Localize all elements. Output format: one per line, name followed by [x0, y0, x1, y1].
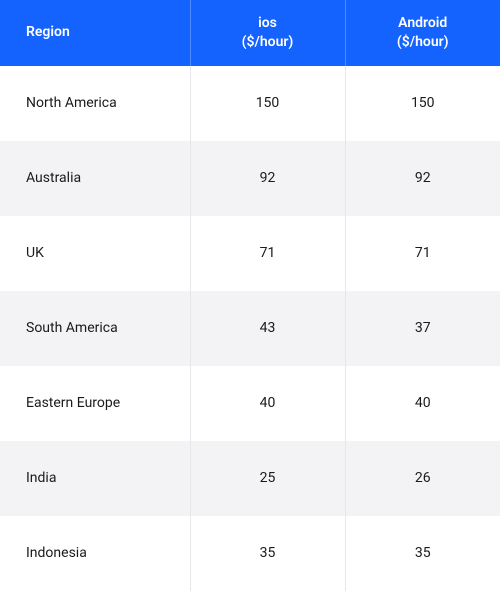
cell-ios: 35	[190, 516, 345, 591]
cell-android: 35	[345, 516, 500, 591]
cell-region: UK	[0, 216, 190, 291]
cell-ios: 71	[190, 216, 345, 291]
table-body: North America150150Australia9292UK7171So…	[0, 66, 500, 591]
cell-android: 37	[345, 291, 500, 366]
cell-region: Australia	[0, 141, 190, 216]
cell-region: South America	[0, 291, 190, 366]
cell-ios: 43	[190, 291, 345, 366]
cell-android: 150	[345, 66, 500, 141]
table-row: Australia9292	[0, 141, 500, 216]
table-row: India2526	[0, 441, 500, 516]
cell-region: India	[0, 441, 190, 516]
table-row: Indonesia3535	[0, 516, 500, 591]
col-header-android: Android($/hour)	[345, 0, 500, 66]
cell-region: Indonesia	[0, 516, 190, 591]
cell-ios: 25	[190, 441, 345, 516]
table-row: North America150150	[0, 66, 500, 141]
cell-region: North America	[0, 66, 190, 141]
table-header-row: Region ios($/hour) Android($/hour)	[0, 0, 500, 66]
cell-android: 40	[345, 366, 500, 441]
table-row: Eastern Europe4040	[0, 366, 500, 441]
cell-region: Eastern Europe	[0, 366, 190, 441]
cell-android: 92	[345, 141, 500, 216]
table-row: UK7171	[0, 216, 500, 291]
cell-android: 71	[345, 216, 500, 291]
cell-ios: 92	[190, 141, 345, 216]
col-header-region: Region	[0, 0, 190, 66]
cell-ios: 40	[190, 366, 345, 441]
col-header-ios: ios($/hour)	[190, 0, 345, 66]
cell-android: 26	[345, 441, 500, 516]
pricing-table: Region ios($/hour) Android($/hour) North…	[0, 0, 500, 591]
table-row: South America4337	[0, 291, 500, 366]
cell-ios: 150	[190, 66, 345, 141]
